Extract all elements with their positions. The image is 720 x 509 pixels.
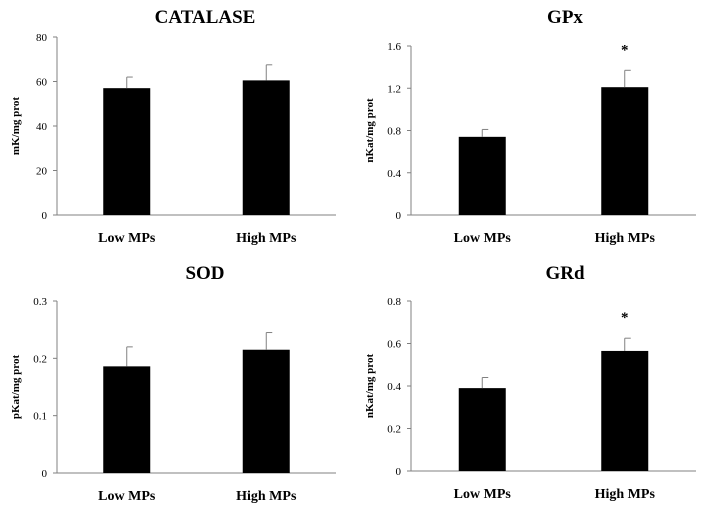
chart-title: CATALASE bbox=[155, 7, 256, 28]
y-tick-label: 0.4 bbox=[387, 381, 401, 393]
x-category-label: Low MPs bbox=[98, 489, 156, 504]
x-category-label: Low MPs bbox=[454, 487, 512, 502]
significance-marker: * bbox=[621, 42, 629, 58]
y-tick-label: 0 bbox=[42, 210, 48, 222]
y-tick-label: 0 bbox=[396, 210, 402, 222]
y-tick-label: 1.6 bbox=[387, 41, 401, 53]
x-category-label: High MPs bbox=[236, 489, 297, 504]
y-tick-label: 20 bbox=[36, 166, 48, 178]
y-tick-label: 0 bbox=[396, 466, 402, 478]
y-axis-label: pKat/mg prot bbox=[10, 355, 22, 420]
chart-title: GRd bbox=[545, 263, 585, 284]
y-tick-label: 0.8 bbox=[387, 126, 401, 138]
chart-title: SOD bbox=[185, 263, 224, 284]
x-category-label: Low MPs bbox=[98, 231, 156, 246]
x-category-label: High MPs bbox=[595, 487, 656, 502]
bar bbox=[458, 388, 506, 471]
bar bbox=[601, 87, 649, 215]
y-tick-label: 0.2 bbox=[387, 424, 401, 436]
y-axis-label: nKat/mg prot bbox=[364, 354, 376, 419]
y-tick-label: 40 bbox=[36, 121, 48, 133]
bar bbox=[103, 88, 151, 215]
x-category-label: Low MPs bbox=[454, 231, 512, 246]
x-category-label: High MPs bbox=[595, 231, 656, 246]
y-tick-label: 0.1 bbox=[33, 411, 47, 423]
significance-marker: * bbox=[621, 310, 629, 326]
bar bbox=[103, 366, 151, 473]
bar bbox=[242, 349, 290, 473]
y-tick-label: 0.3 bbox=[33, 296, 47, 308]
bar bbox=[242, 80, 290, 215]
y-tick-label: 0.2 bbox=[33, 353, 47, 365]
y-tick-label: 0.4 bbox=[387, 168, 401, 180]
x-category-label: High MPs bbox=[236, 231, 297, 246]
y-tick-label: 80 bbox=[36, 32, 48, 44]
bar bbox=[601, 350, 649, 471]
y-axis-label: nKat/mg prot bbox=[364, 98, 376, 163]
y-tick-label: 0.8 bbox=[387, 296, 401, 308]
y-tick-label: 0 bbox=[42, 468, 48, 480]
y-axis-label: mK/mg prot bbox=[10, 97, 22, 155]
bar bbox=[458, 136, 506, 215]
chart-title: GPx bbox=[547, 7, 583, 28]
y-tick-label: 0.6 bbox=[387, 339, 401, 351]
y-tick-label: 1.2 bbox=[387, 83, 401, 95]
y-tick-label: 60 bbox=[36, 77, 48, 89]
